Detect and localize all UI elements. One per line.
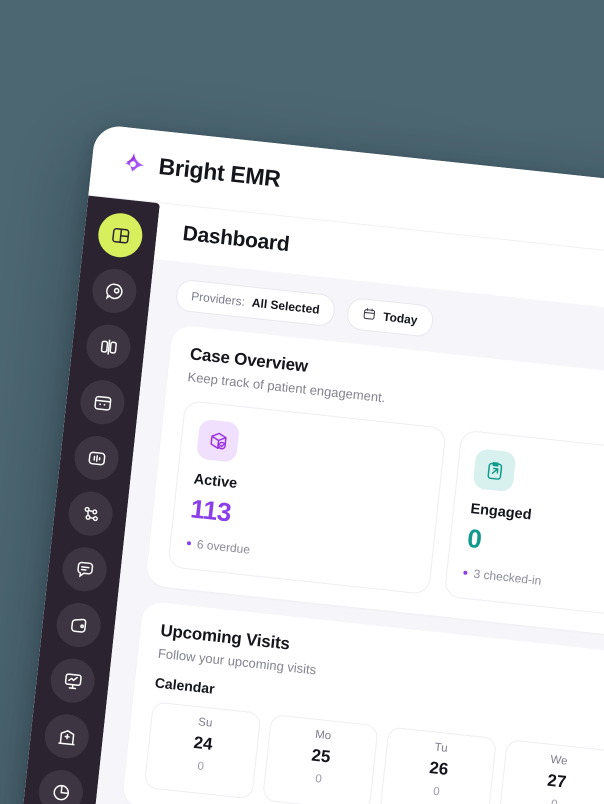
sidebar-item-patients[interactable]	[90, 266, 139, 316]
clipboard-arrow-out-icon	[472, 448, 517, 493]
calendar-day[interactable]: We 27 0	[497, 739, 604, 804]
metric-card-active[interactable]: Active 113 6 overdue	[167, 400, 448, 596]
sidebar-item-dashboard[interactable]	[96, 211, 145, 260]
sidebar-item-messages[interactable]	[60, 545, 109, 594]
metric-footnote-text: 6 overdue	[196, 537, 251, 557]
case-overview-panel: Case Overview Keep track of patient enga…	[145, 324, 604, 677]
sidebar	[15, 195, 160, 804]
providers-filter[interactable]: Providers: All Selected	[174, 278, 337, 328]
calendar-day-count: 0	[314, 773, 323, 786]
metric-card-list: Active 113 6 overdue Engaged 0	[167, 400, 604, 654]
main-content: Dashboard Providers: All Selected Today …	[86, 203, 604, 804]
page-title: Dashboard	[181, 221, 291, 257]
calendar-day-count: 0	[196, 760, 205, 774]
sidebar-item-clinics[interactable]	[42, 712, 91, 761]
date-range-filter-value: Today	[382, 309, 419, 328]
calendar-day-date: 25	[310, 745, 332, 767]
filter-bar: Providers: All Selected Today	[147, 259, 604, 418]
providers-filter-label: Providers:	[190, 289, 246, 309]
metric-footnote-text: 3 checked-in	[472, 566, 543, 588]
date-range-filter[interactable]: Today	[345, 296, 435, 338]
bullet-dot-icon	[463, 570, 468, 576]
sidebar-item-charts[interactable]	[84, 322, 133, 371]
calendar-day[interactable]: Tu 26 0	[379, 726, 497, 804]
app-window: Bright EMR	[15, 124, 604, 804]
sidebar-item-billing[interactable]	[54, 600, 103, 650]
sidebar-item-insights[interactable]	[36, 767, 86, 804]
bullet-dot-icon	[186, 541, 192, 546]
upcoming-visits-panel: Upcoming Visits Follow your upcoming vis…	[121, 600, 604, 804]
sidebar-item-analytics[interactable]	[48, 656, 97, 705]
sidebar-item-calendar[interactable]	[78, 378, 127, 427]
calendar-icon	[361, 306, 377, 324]
sidebar-item-team[interactable]	[66, 489, 115, 538]
metric-footnote: 3 checked-in	[463, 566, 604, 604]
calendar-day-count: 0	[432, 785, 441, 799]
calendar-day[interactable]: Mo 25 0	[261, 713, 379, 804]
package-check-icon	[196, 418, 241, 463]
metric-card-engaged[interactable]: Engaged 0 3 checked-in	[444, 429, 604, 625]
sidebar-item-reports[interactable]	[72, 433, 121, 483]
calendar-day-date: 27	[546, 770, 568, 792]
four-point-star-logo-icon	[116, 147, 149, 180]
providers-filter-value: All Selected	[251, 295, 321, 317]
calendar-day-date: 26	[428, 758, 450, 780]
calendar-day-date: 24	[192, 732, 214, 754]
brand-bar: Bright EMR	[88, 124, 604, 300]
calendar-day[interactable]: Su 24 0	[143, 701, 261, 800]
brand-name: Bright EMR	[157, 152, 282, 192]
